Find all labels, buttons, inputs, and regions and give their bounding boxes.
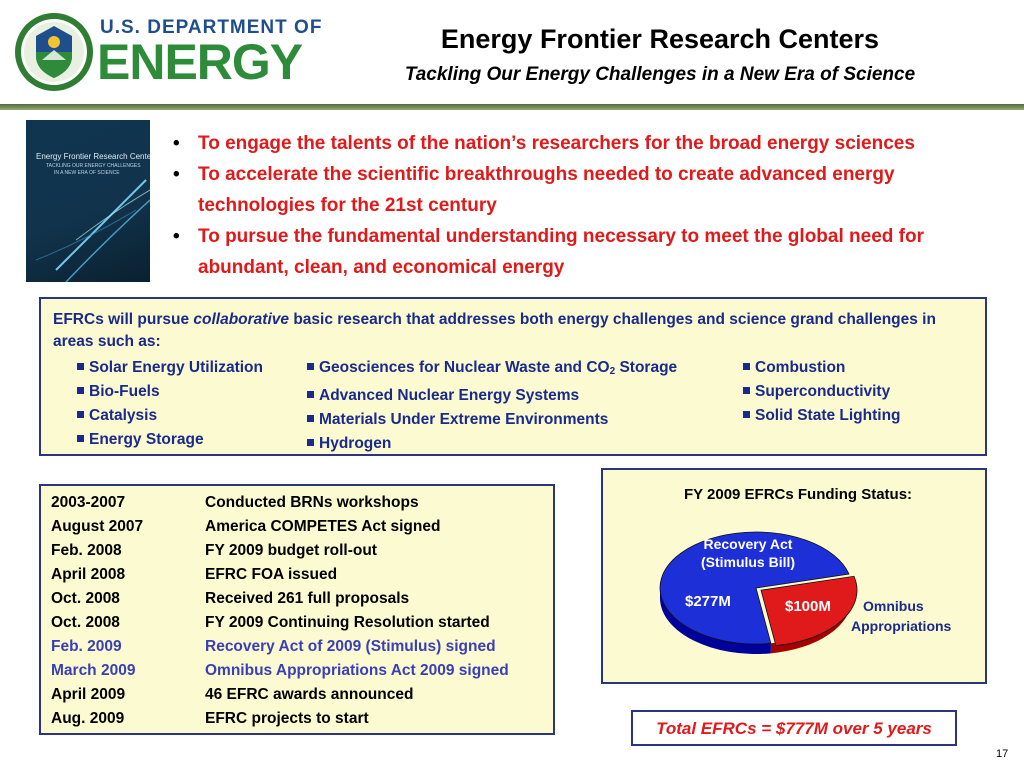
pie-slice-recovery-act — [659, 531, 850, 645]
area-item: Solar Energy Utilization — [77, 356, 263, 380]
omnibus-label: Omnibus — [863, 598, 924, 614]
square-bullet-icon — [307, 391, 314, 398]
square-bullet-icon — [307, 363, 314, 370]
area-item: Bio-Fuels — [77, 380, 263, 404]
square-bullet-icon — [77, 387, 84, 394]
area-item: Geosciences for Nuclear Waste and CO2 St… — [307, 356, 677, 384]
report-cover-image: Energy Frontier Research Centers TACKLIN… — [26, 120, 150, 282]
square-bullet-icon — [77, 435, 84, 442]
bullet-dot: • — [173, 133, 180, 154]
total-funding-box: Total EFRCs = $777M over 5 years — [631, 710, 957, 746]
goal-item: • To pursue the fundamental understanding… — [170, 221, 1000, 283]
square-bullet-icon — [77, 363, 84, 370]
cover-subtitle-2: IN A NEW ERA OF SCIENCE — [54, 170, 120, 176]
doe-wordmark-energy: ENERGY — [97, 34, 303, 90]
cover-light-streaks — [35, 179, 150, 282]
cover-title: Energy Frontier Research Centers — [36, 152, 150, 161]
area-item: Combustion — [743, 356, 901, 380]
header-divider — [0, 104, 1024, 110]
cover-subtitle-1: TACKLING OUR ENERGY CHALLENGES — [46, 163, 141, 169]
page-title: Energy Frontier Research Centers — [440, 24, 880, 54]
doe-seal-logo — [15, 13, 93, 91]
square-bullet-icon — [77, 411, 84, 418]
funding-chart-title: FY 2009 EFRCs Funding Status: — [683, 486, 913, 503]
bullet-dot: • — [173, 164, 180, 185]
page-subtitle: Tackling Our Energy Challenges in a New … — [404, 64, 916, 85]
area-item: Solid State Lighting — [743, 404, 901, 428]
recovery-act-sublabel: (Stimulus Bill) — [700, 554, 796, 570]
goal-item: • To engage the talents of the nation’s r… — [170, 128, 1000, 159]
bullet-dot: • — [173, 226, 180, 247]
area-item: Energy Storage — [77, 428, 263, 452]
area-item: Hydrogen — [307, 432, 677, 456]
areas-column-1: Solar Energy Utilization Bio-Fuels Catal… — [77, 356, 263, 452]
area-item: Superconductivity — [743, 380, 901, 404]
areas-column-3: Combustion Superconductivity Solid State… — [743, 356, 901, 428]
doe-wordmark-top: U.S. DEPARTMENT OF — [100, 17, 323, 38]
funding-status-box: FY 2009 EFRCs Funding Status: Recovery A… — [601, 468, 987, 684]
goals-list: • To engage the talents of the nation’s r… — [170, 128, 1000, 283]
funding-pie-chart — [659, 531, 858, 654]
square-bullet-icon — [743, 363, 750, 370]
research-areas-intro: EFRCs will pursue collaborative basic re… — [53, 311, 936, 350]
area-item: Advanced Nuclear Energy Systems — [307, 384, 677, 408]
square-bullet-icon — [743, 387, 750, 394]
square-bullet-icon — [743, 411, 750, 418]
recovery-act-value: $277M — [685, 593, 731, 610]
area-item: Catalysis — [77, 404, 263, 428]
research-areas-box: EFRCs will pursue collaborative basic re… — [39, 297, 987, 456]
timeline-box: 2003-2007 Conducted BRNs workshops August… — [39, 484, 555, 735]
pie-slice-side — [660, 588, 771, 654]
area-item: Materials Under Extreme Environments — [307, 408, 677, 432]
total-funding-text: Total EFRCs = $777M over 5 years — [656, 719, 932, 738]
square-bullet-icon — [307, 439, 314, 446]
recovery-act-label: Recovery Act — [703, 536, 793, 552]
areas-column-2: Geosciences for Nuclear Waste and CO2 St… — [307, 356, 677, 456]
pie-slice-omnibus — [760, 575, 858, 646]
omnibus-value: $100M — [785, 598, 831, 615]
square-bullet-icon — [307, 415, 314, 422]
omnibus-sublabel: Appropriations — [851, 618, 952, 634]
goal-item: • To accelerate the scientific breakthrou… — [170, 159, 1000, 221]
page-number: 17 — [996, 748, 1009, 760]
